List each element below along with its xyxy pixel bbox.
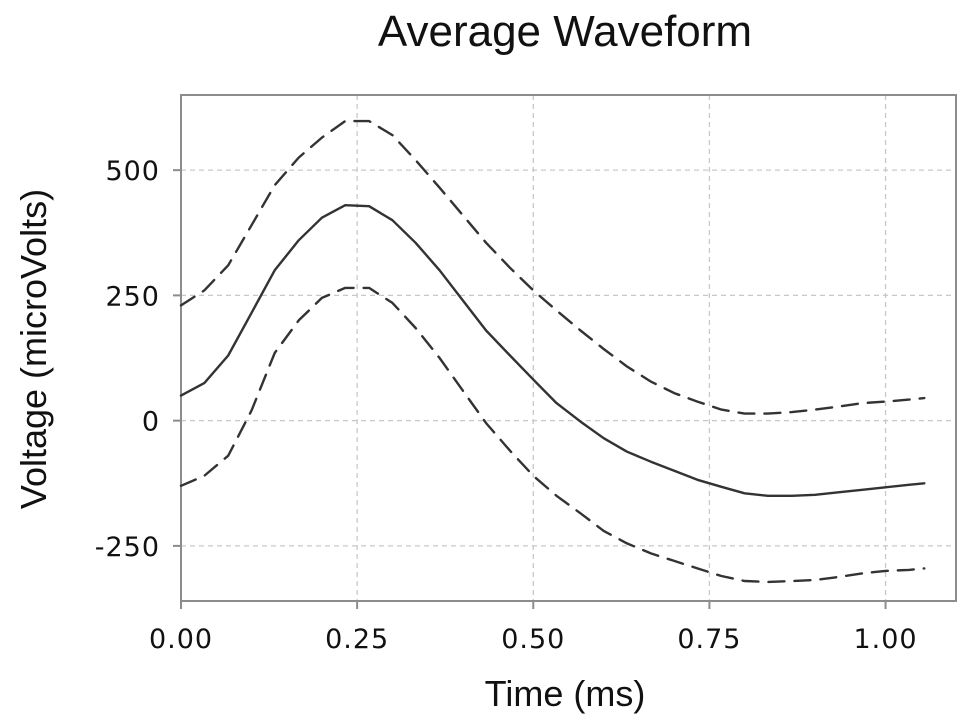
series-group [179, 119, 926, 584]
grid [180, 95, 956, 601]
y-tick-label: 500 [105, 156, 160, 187]
y-tick-label: -250 [95, 532, 160, 563]
x-tick-label: 0.00 [149, 624, 213, 655]
mean-waveform-line [179, 203, 926, 497]
x-tick-label: 0.75 [677, 624, 741, 655]
y-tick-label: 250 [105, 281, 160, 312]
x-tick-label: 0.50 [501, 624, 565, 655]
axis-ticks [173, 169, 887, 609]
y-axis-label: Voltage (microVolts) [13, 189, 54, 509]
x-tick-label: 0.25 [325, 624, 389, 655]
x-axis-label: Time (ms) [485, 673, 646, 714]
plot-frame [180, 94, 957, 602]
y-tick-label: 0 [142, 407, 160, 438]
upper-bound-line [179, 119, 926, 415]
chart-title: Average Waveform [378, 7, 752, 56]
lower-bound-line [179, 286, 926, 584]
x-tick-label: 1.00 [853, 624, 917, 655]
